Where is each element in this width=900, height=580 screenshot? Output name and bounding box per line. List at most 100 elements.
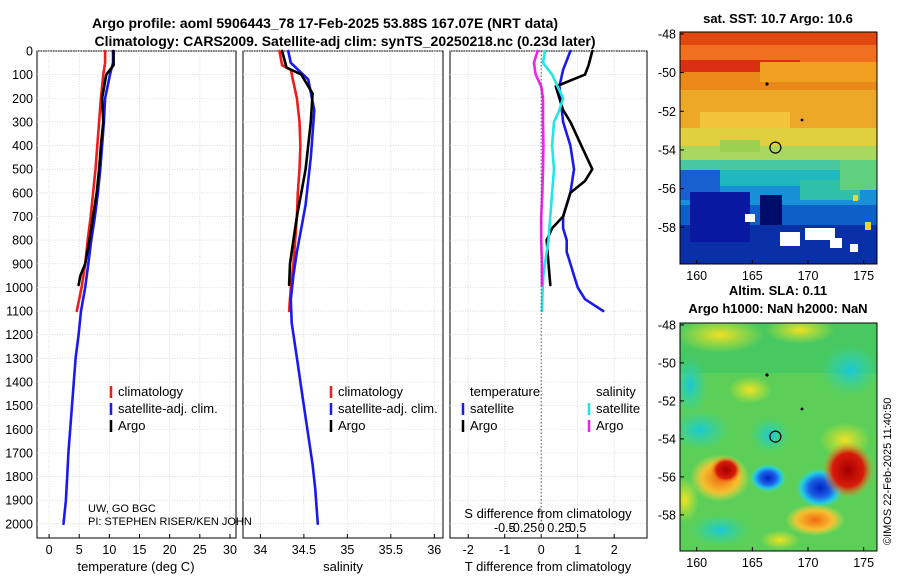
top-tick-label: 0.25	[547, 521, 571, 535]
salinity-panel	[242, 50, 444, 539]
sla-map-image	[680, 323, 877, 551]
depth-tick-label: 1700	[5, 446, 33, 460]
difference-top-label: S difference from climatology	[464, 506, 632, 521]
legend-s-satellite: satellite	[596, 401, 640, 416]
map-y-tick-label: -58	[658, 221, 676, 235]
legend-t-argo: Argo	[470, 418, 497, 433]
x-tick-label: 35.5	[379, 543, 403, 557]
map-y-tick-label: -54	[658, 143, 676, 157]
legend-header-salinity: salinity	[596, 384, 636, 399]
x-tick-label: 0	[538, 543, 545, 557]
sla-map-frame	[679, 322, 878, 552]
map-y-tick-label: -54	[658, 432, 676, 446]
map-tick-layer: 160 165 170 175 -48 -50 -52 -54 -56 -58 160 165 170 1…	[658, 27, 874, 570]
depth-tick-label: 1900	[5, 494, 33, 508]
map-y-tick-label: -58	[658, 508, 676, 522]
figure-subtitle: Climatology: CARS2009. Satellite-adj cli…	[94, 33, 595, 49]
tick-layer: 0100200300400500600700800900100011001200…	[5, 45, 618, 558]
temperature-legend: climatology satellite-adj. clim. Argo	[109, 384, 218, 433]
top-tick-label: -0.5	[494, 521, 516, 535]
salinity-xlabel: salinity	[323, 559, 363, 574]
map-y-tick-label: -50	[658, 356, 676, 370]
top-tick-label: -0.25	[509, 521, 538, 535]
sla-land-dot	[800, 407, 804, 411]
sla-map-title: Altim. SLA: 0.11	[729, 283, 827, 298]
series-line-argo	[77, 49, 115, 287]
temperature-panel	[36, 50, 237, 539]
x-tick-label: 30	[223, 543, 237, 557]
sst-land-dot	[765, 82, 769, 86]
series-line-satellite-adj-clim-	[62, 49, 115, 526]
x-tick-label: 10	[102, 543, 116, 557]
depth-tick-label: 700	[12, 210, 33, 224]
difference-panel	[449, 50, 648, 539]
series-line-argo	[280, 49, 314, 287]
map-x-tick-label: 165	[742, 269, 763, 283]
pi-note: PI: STEPHEN RISER/KEN JOHN	[88, 516, 252, 528]
depth-tick-label: 1400	[5, 375, 33, 389]
map-x-tick-label: 175	[853, 269, 874, 283]
depth-tick-label: 1300	[5, 352, 33, 366]
x-tick-label: 34.5	[292, 543, 316, 557]
depth-tick-label: 500	[12, 163, 33, 177]
grid-layer	[37, 50, 647, 538]
depth-tick-label: 900	[12, 257, 33, 271]
depth-tick-label: 1600	[5, 423, 33, 437]
line-layer	[62, 49, 605, 526]
x-tick-label: -1	[499, 543, 510, 557]
top-tick-label: 0.5	[569, 521, 586, 535]
temperature-xlabel: temperature (deg C)	[77, 559, 194, 574]
copyright-note: ©IMOS 22-Feb-2025 11:40:50	[882, 398, 894, 545]
map-x-tick-label: 160	[686, 556, 707, 570]
x-tick-label: 20	[163, 543, 177, 557]
series-line-t-satellite	[558, 49, 605, 313]
depth-tick-label: 0	[26, 45, 33, 59]
salinity-legend: climatology satellite-adj. clim. Argo	[329, 384, 438, 433]
depth-tick-label: 100	[12, 68, 33, 82]
map-x-tick-label: 170	[798, 556, 819, 570]
depth-tick-label: 1000	[5, 281, 33, 295]
x-tick-label: 15	[133, 543, 147, 557]
legend-satellite: satellite-adj. clim.	[118, 401, 218, 416]
sla-profile-marker	[769, 430, 782, 443]
difference-legend: temperature salinity satellite Argo sate…	[461, 384, 640, 433]
map-y-tick-label: -48	[658, 318, 676, 332]
institution-note: UW, GO BGC	[88, 503, 156, 515]
x-tick-label: 5	[76, 543, 83, 557]
legend-argo: Argo	[118, 418, 145, 433]
x-tick-label: 36	[427, 543, 441, 557]
sla-land-dot	[765, 373, 769, 377]
map-y-tick-label: -50	[658, 66, 676, 80]
sst-map-image	[680, 32, 877, 264]
sla-map-subtitle: Argo h1000: NaN h2000: NaN	[688, 301, 867, 316]
sst-map-title: sat. SST: 10.7 Argo: 10.6	[703, 11, 853, 26]
map-y-tick-label: -48	[658, 27, 676, 41]
depth-tick-label: 400	[12, 139, 33, 153]
figure-title: Argo profile: aoml 5906443_78 17-Feb-202…	[92, 15, 558, 31]
map-y-tick-label: -56	[658, 470, 676, 484]
depth-tick-label: 1800	[5, 470, 33, 484]
legend-s-argo: Argo	[596, 418, 623, 433]
map-x-tick-label: 170	[798, 269, 819, 283]
sst-map-frame	[679, 31, 878, 265]
depth-tick-label: 1200	[5, 328, 33, 342]
x-tick-label: 35	[340, 543, 354, 557]
sst-profile-marker	[769, 141, 782, 154]
x-tick-label: 0	[46, 543, 53, 557]
map-x-tick-label: 175	[853, 556, 874, 570]
series-line-s-satellite	[540, 49, 565, 313]
map-x-tick-label: 160	[686, 269, 707, 283]
map-y-tick-label: -56	[658, 182, 676, 196]
x-tick-label: 1	[574, 543, 581, 557]
x-tick-label: 2	[611, 543, 618, 557]
map-x-tick-label: 165	[742, 556, 763, 570]
legend-header-temperature: temperature	[470, 384, 540, 399]
legend-climatology: climatology	[338, 384, 404, 399]
depth-tick-label: 1500	[5, 399, 33, 413]
depth-tick-label: 1100	[6, 305, 33, 319]
x-tick-label: -2	[463, 543, 474, 557]
difference-xlabel: T difference from climatology	[465, 559, 632, 574]
map-y-tick-label: -52	[658, 105, 676, 119]
depth-tick-label: 800	[12, 234, 33, 248]
